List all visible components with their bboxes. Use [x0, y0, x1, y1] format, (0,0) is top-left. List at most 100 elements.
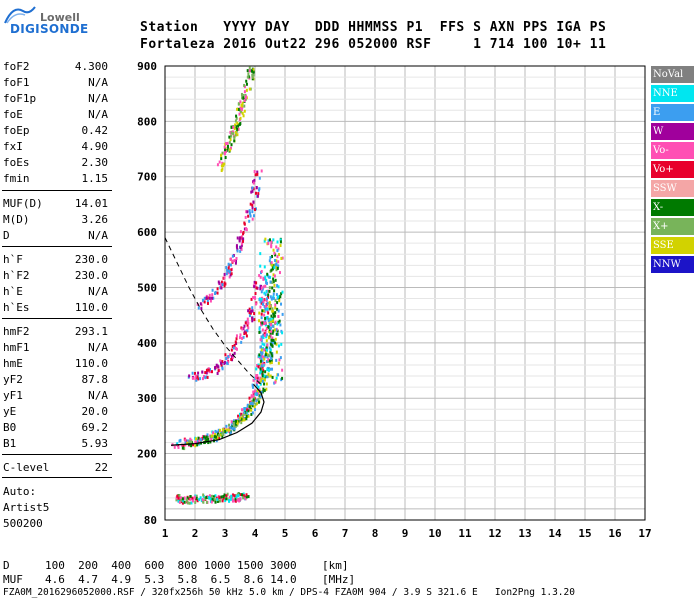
- echo-point: [251, 395, 254, 399]
- echo-point: [218, 434, 221, 438]
- echo-point: [239, 497, 242, 501]
- x-tick-label: 3: [222, 527, 229, 540]
- echo-point: [220, 361, 223, 365]
- echo-point: [259, 300, 262, 304]
- echo-point: [243, 83, 246, 87]
- echo-point: [223, 162, 226, 166]
- echo-point: [177, 444, 180, 448]
- y-tick-label: 500: [137, 281, 157, 294]
- echo-point: [219, 433, 222, 437]
- echo-point: [264, 319, 267, 323]
- echo-point: [244, 331, 247, 335]
- echo-point: [213, 498, 216, 502]
- echo-point: [202, 493, 205, 497]
- echo-point: [212, 497, 215, 501]
- echo-point: [217, 369, 220, 373]
- echo-point: [250, 309, 253, 313]
- echo-point: [238, 236, 241, 240]
- echo-point: [237, 108, 240, 112]
- echo-point: [216, 499, 219, 503]
- echo-point: [281, 312, 284, 316]
- echo-point: [221, 365, 224, 369]
- echo-point: [272, 329, 275, 333]
- echo-point: [212, 495, 215, 499]
- echo-point: [235, 129, 238, 133]
- echo-point: [225, 272, 228, 276]
- echo-point: [233, 494, 236, 498]
- echo-point: [228, 495, 231, 499]
- echo-point: [230, 134, 233, 138]
- echo-point: [260, 348, 263, 352]
- echo-point: [263, 304, 266, 308]
- echo-point: [250, 297, 253, 301]
- echo-point: [272, 311, 275, 315]
- echo-point: [225, 494, 228, 498]
- echo-point: [201, 434, 204, 438]
- echo-point: [252, 401, 255, 405]
- echo-point: [268, 346, 271, 350]
- echo-point: [259, 345, 262, 349]
- echo-point: [267, 311, 270, 315]
- echo-point: [229, 426, 232, 430]
- echo-point: [220, 164, 223, 168]
- echo-point: [249, 202, 252, 206]
- echo-point: [216, 371, 219, 375]
- echo-point: [242, 494, 245, 498]
- echo-point: [277, 320, 280, 324]
- echo-point: [177, 494, 180, 498]
- echo-point: [275, 342, 278, 346]
- auto-artist: Artist5: [3, 501, 50, 514]
- echo-point: [217, 280, 220, 284]
- echo-point: [266, 297, 269, 301]
- echo-point: [234, 347, 237, 351]
- echo-point: [216, 497, 219, 501]
- echo-point: [230, 494, 233, 498]
- echo-point: [270, 352, 273, 356]
- echo-point: [247, 72, 250, 76]
- echo-point: [269, 256, 272, 260]
- muf-label: MUF: [3, 573, 23, 586]
- echo-point: [256, 376, 259, 380]
- echo-point: [199, 377, 202, 381]
- echo-point: [268, 320, 271, 324]
- echo-point: [262, 333, 265, 337]
- echo-point: [205, 435, 208, 439]
- panel-divider: [2, 454, 112, 455]
- echo-point: [260, 298, 263, 302]
- echo-point: [278, 296, 281, 300]
- echo-point: [266, 301, 269, 305]
- echo-point: [268, 238, 271, 242]
- param-value-0: 4.300: [74, 60, 108, 73]
- echo-point: [260, 316, 263, 320]
- echo-point: [201, 498, 204, 502]
- echo-point: [224, 282, 227, 286]
- echo-point: [260, 393, 263, 397]
- echo-point: [216, 163, 219, 167]
- param-label-21: B0: [3, 421, 17, 434]
- echo-point: [221, 167, 224, 171]
- echo-point: [226, 144, 229, 148]
- x-tick-label: 13: [518, 527, 531, 540]
- echo-point: [239, 100, 242, 104]
- echo-point: [201, 370, 204, 374]
- param-value-14: 110.0: [74, 301, 108, 314]
- echo-point: [221, 499, 224, 503]
- echo-point: [241, 414, 244, 418]
- echo-point: [273, 283, 276, 287]
- echo-point: [218, 160, 221, 164]
- param-value-18: 87.8: [81, 373, 109, 386]
- echo-point: [271, 336, 274, 340]
- panel-divider: [2, 190, 112, 191]
- echo-point: [196, 443, 199, 447]
- echo-point: [257, 188, 260, 192]
- echo-point: [272, 319, 275, 323]
- header-row-1: Station YYYY DAY DDD HHMMSS P1 FFS S AXN…: [140, 20, 607, 35]
- echo-point: [264, 307, 267, 311]
- echo-point: [182, 499, 185, 503]
- echo-point: [272, 238, 275, 242]
- echo-point: [238, 238, 241, 242]
- echo-point: [189, 495, 192, 499]
- echo-point: [262, 298, 265, 302]
- echo-point: [281, 331, 284, 335]
- echo-point: [238, 336, 241, 340]
